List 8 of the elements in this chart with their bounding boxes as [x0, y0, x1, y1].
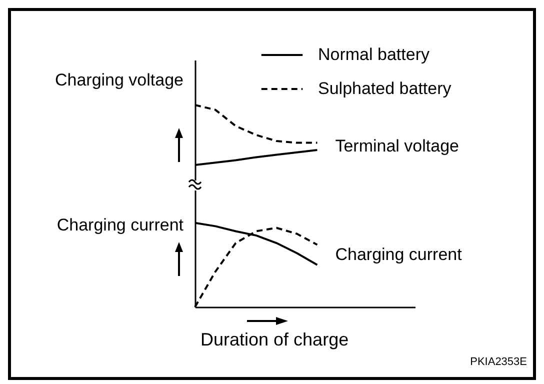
legend-label: Sulphated battery [318, 79, 452, 98]
y-axis-title: Charging current [56, 216, 184, 234]
x-axis-title: Duration of charge [200, 330, 349, 350]
legend-label: Normal battery [318, 45, 430, 64]
text: PKIA2353E [470, 356, 527, 368]
text: Charging current [335, 244, 462, 264]
text: Terminal voltage [335, 136, 460, 156]
y-axis-title: Charging voltage [54, 70, 184, 90]
